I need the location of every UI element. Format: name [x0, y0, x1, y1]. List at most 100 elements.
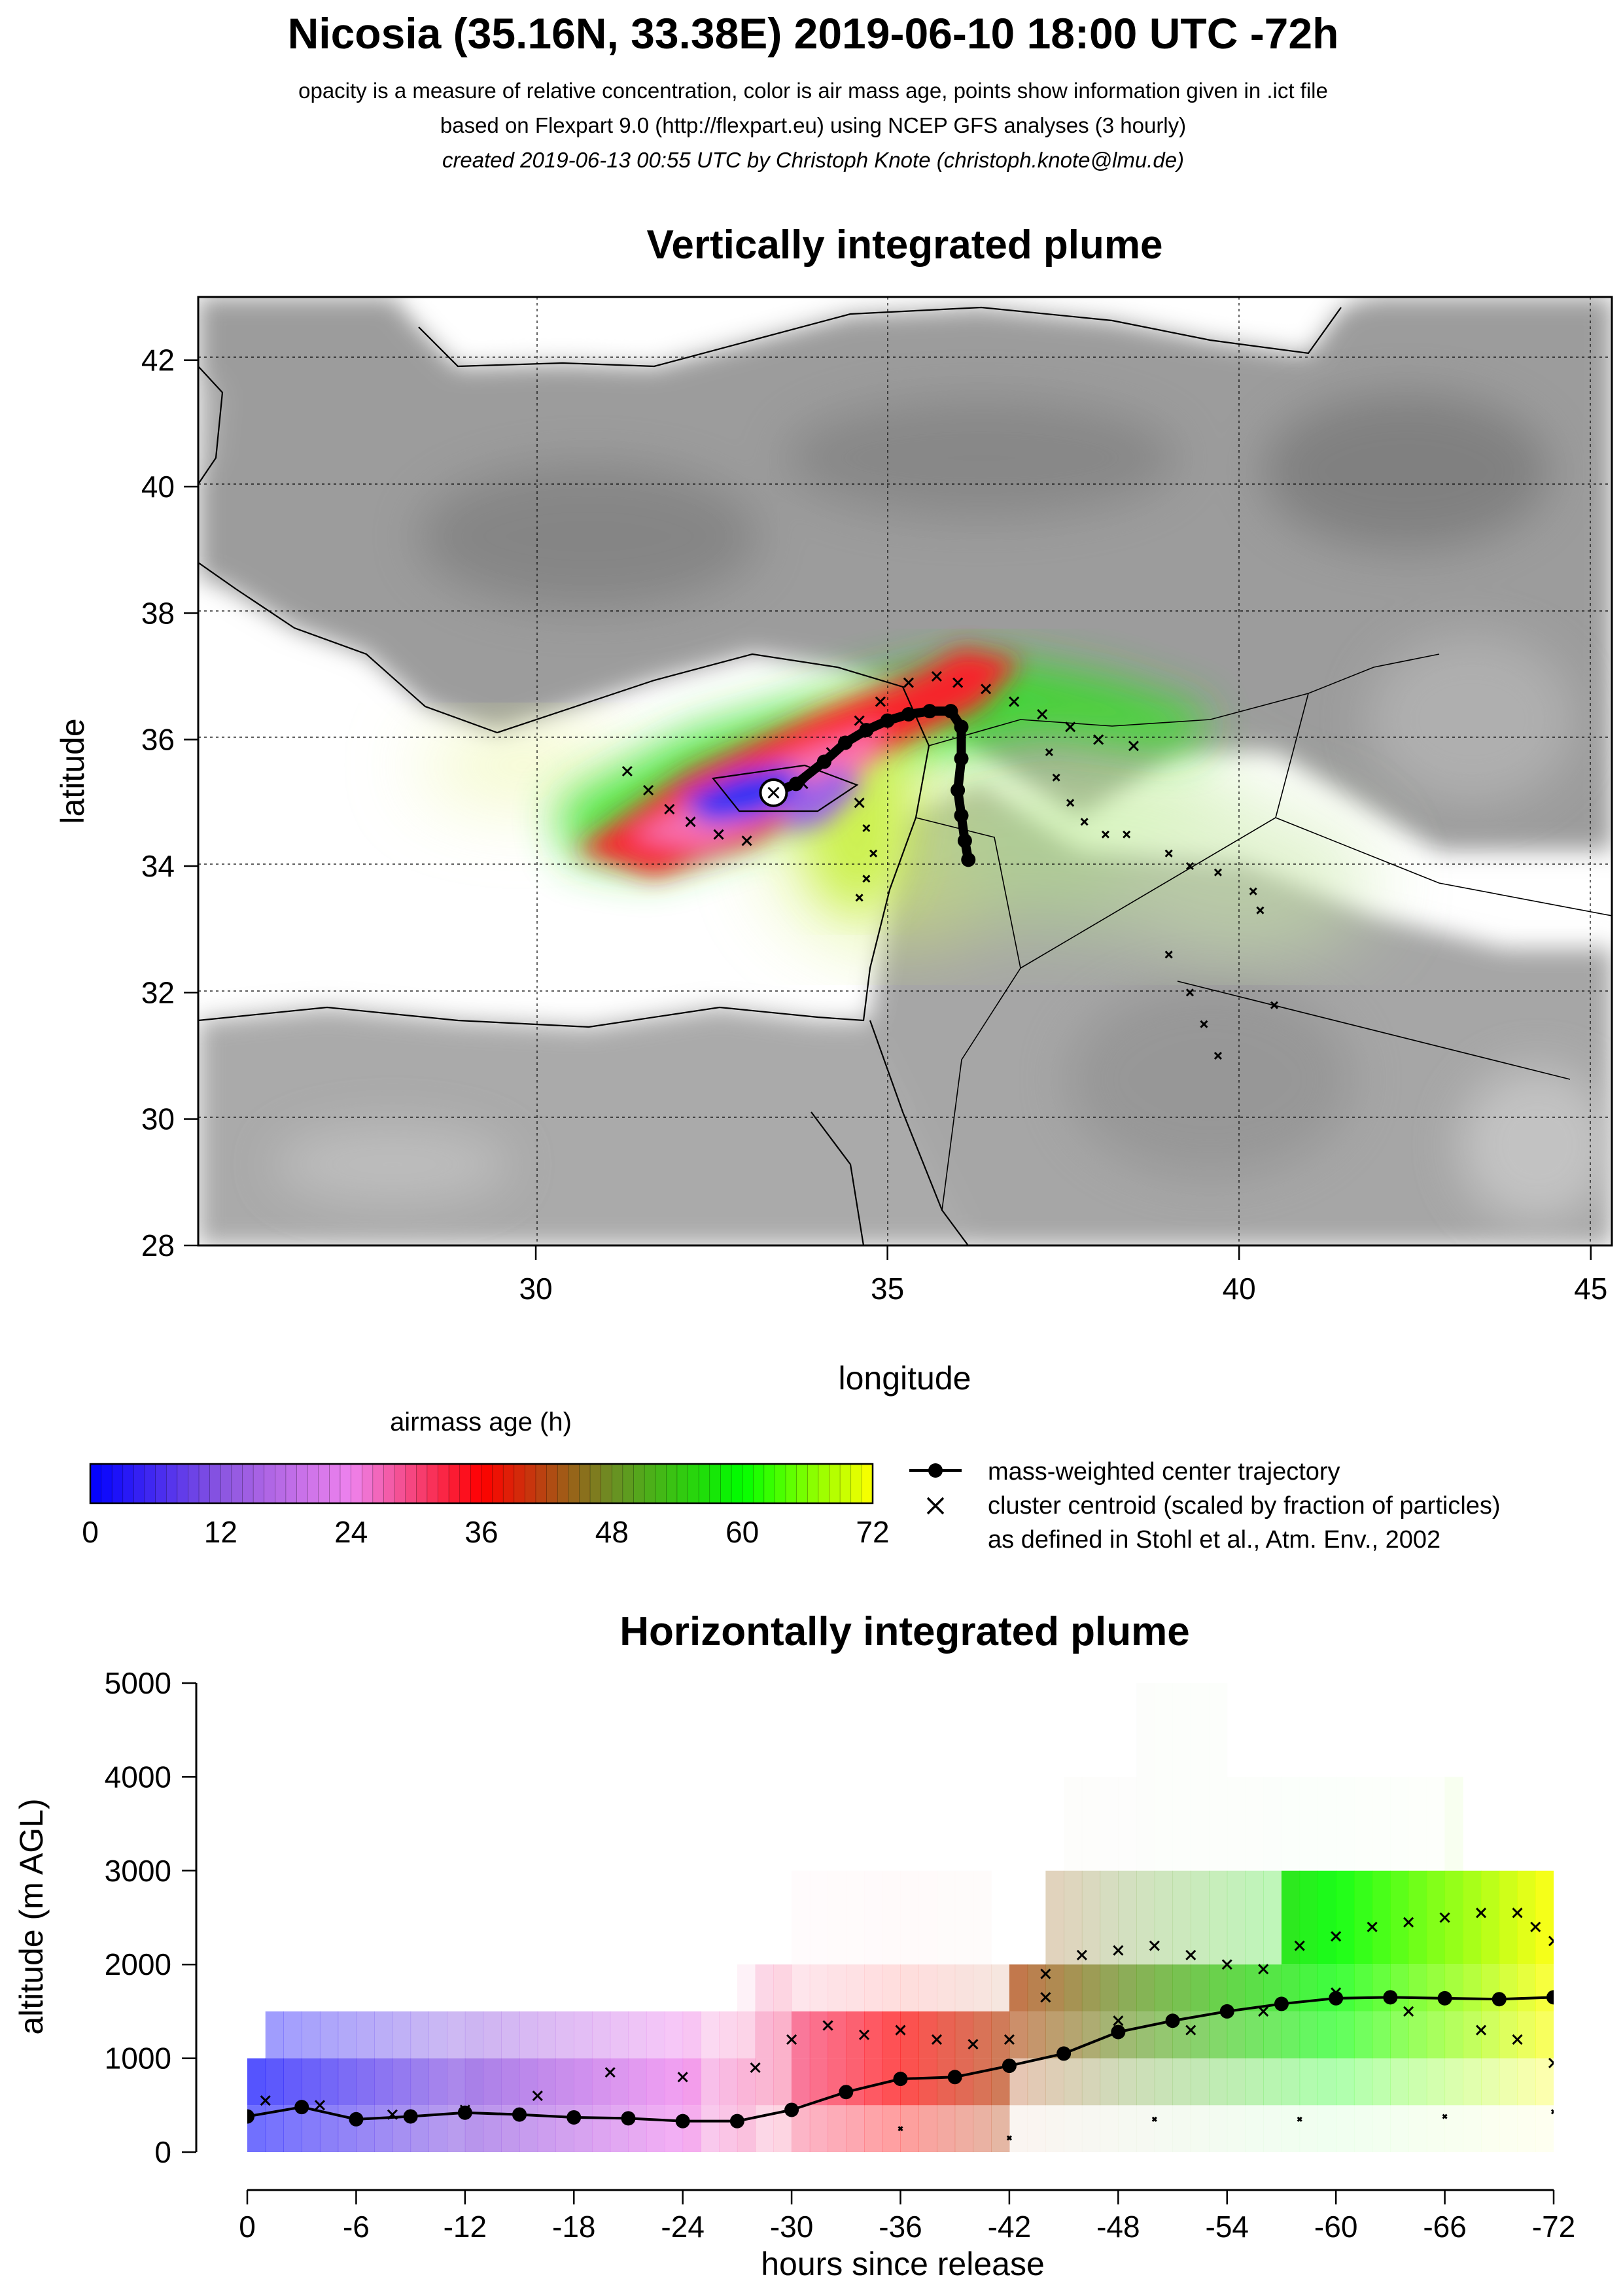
map-trajectory-point [859, 723, 874, 738]
alt-plume-tile [1444, 2058, 1463, 2106]
alt-plume-tile [1064, 1964, 1083, 2011]
alt-plume-tile [1136, 1683, 1155, 1777]
colorbar-segment [763, 1463, 775, 1504]
alt-cluster-point [1149, 1940, 1160, 1951]
alt-cluster-point [1548, 1936, 1554, 1947]
map-plot-area [198, 297, 1612, 1245]
alt-cluster-point [1530, 1921, 1541, 1932]
alt-plume-tile [936, 2105, 956, 2152]
legend-cluster-marker [926, 1497, 945, 1515]
alt-plume-tile [1444, 2105, 1463, 2152]
map-cluster-point [854, 715, 865, 726]
alt-plume-tile [1154, 2058, 1174, 2106]
colorbar-segment [601, 1463, 612, 1504]
alt-plume-tile [1281, 2105, 1300, 2152]
colorbar-segment [351, 1463, 362, 1504]
colorbar-segment [144, 1463, 156, 1504]
alt-trajectory-point [1437, 1991, 1452, 2006]
alt-plume-tile [356, 2058, 375, 2106]
alt-plume-tile [719, 2105, 738, 2152]
alt-plume-tile [1045, 1870, 1064, 1965]
alt-plume-tile [954, 2105, 973, 2152]
country-borders [915, 653, 1612, 1211]
map-cluster-point [1249, 887, 1257, 896]
colorbar-segment [122, 1463, 134, 1504]
alt-cluster-point [898, 2126, 903, 2132]
alt-plume-tile [1372, 1964, 1391, 2011]
alt-plume-tile [1336, 2011, 1355, 2059]
alt-plume-tile [918, 2105, 937, 2152]
map-trajectory-point [816, 754, 831, 769]
map-y-tick-label: 42 [141, 343, 175, 377]
alt-plume-tile [1118, 1870, 1137, 1965]
map-cluster-point [1065, 722, 1076, 733]
alt-plume-tile [773, 1964, 792, 2011]
alt-plume-tile [809, 2011, 829, 2059]
map-cluster-point [664, 803, 675, 815]
alt-trajectory-point [457, 2105, 472, 2120]
alt-plume-tile [574, 2011, 593, 2059]
alt-plume-tile [1154, 1964, 1174, 2011]
alt-plume-tile [283, 2011, 302, 2059]
alt-plume-tile [265, 2011, 284, 2059]
alt-plume-tile [1426, 1870, 1446, 1965]
alt-cluster-point [604, 2067, 616, 2078]
alt-plume-tile [1081, 1964, 1101, 2011]
alt-plume-tile [1100, 1870, 1119, 1965]
alt-cluster-point [1040, 1992, 1051, 2003]
colorbar-segment [492, 1463, 504, 1504]
map-cluster-point [1256, 906, 1265, 914]
alt-cluster-point [1403, 1917, 1414, 1928]
alt-plume-tile [1027, 2011, 1046, 2059]
colorbar-tick-label: 72 [856, 1515, 889, 1549]
alt-cluster-point [1294, 1940, 1305, 1951]
map-x-axis: 30 35 40 45 [519, 1245, 1607, 1306]
colorbar-title: airmass age (h) [390, 1408, 572, 1436]
alt-plume-tile [1263, 2011, 1282, 2059]
colorbar-segment [155, 1463, 167, 1504]
map-cluster-point [903, 677, 914, 688]
map-y-tick-label: 34 [141, 849, 175, 883]
alt-plume-tile [1245, 2011, 1264, 2059]
alt-trajectory-point [349, 2112, 364, 2127]
colorbar-segment [111, 1463, 124, 1504]
alt-plume-tile [1154, 2105, 1174, 2152]
alt-plume-tile [1499, 2058, 1518, 2106]
alt-plume-tile [918, 2011, 937, 2059]
alt-trajectory-point [893, 2072, 908, 2087]
alt-plume-tile [1064, 2058, 1083, 2106]
alt-plume-tile [1136, 1964, 1155, 2011]
alt-cluster-point [750, 2062, 761, 2074]
colorbar-segment [742, 1463, 754, 1504]
alt-plume-tile [628, 2058, 647, 2106]
colorbar-segment [318, 1463, 330, 1504]
alt-plume-tile [701, 2105, 720, 2152]
black-sea-light [419, 297, 1341, 357]
alt-y-label: altitude (m AGL) [13, 1798, 50, 2034]
alt-plume-tile [537, 2058, 557, 2106]
colorbar-segment [731, 1463, 742, 1504]
map-cluster-point [854, 797, 865, 809]
alt-plume-tile [319, 2058, 339, 2106]
alt-plume-tile [846, 2105, 865, 2152]
alt-plume-tile [537, 2105, 557, 2152]
colorbar-segment [720, 1463, 732, 1504]
alt-cluster-point [1006, 2135, 1012, 2141]
colorbar-segment [525, 1463, 536, 1504]
alt-plume-tile [1227, 2105, 1246, 2152]
map-y-label: latitude [54, 718, 91, 824]
alt-plume-tile [936, 2011, 956, 2059]
alt-plume-tile [1390, 2011, 1409, 2059]
legend-cluster-label-1: cluster centroid (scaled by fraction of … [988, 1492, 1501, 1520]
colorbar-segment [361, 1463, 374, 1504]
alt-plume-tile [447, 2011, 466, 2059]
alt-plume-tile [1481, 2011, 1500, 2059]
colorbar-segment [198, 1463, 211, 1504]
alt-plume-tile [1517, 2058, 1536, 2106]
alt-plume-tile [1535, 1870, 1554, 1965]
alt-plume-tile [991, 2105, 1010, 2152]
alt-plume-tile [900, 1964, 919, 2011]
colorbar-segment [448, 1463, 461, 1504]
alt-plume-tile [1499, 1870, 1518, 1965]
map-y-tick-label: 30 [141, 1102, 175, 1136]
